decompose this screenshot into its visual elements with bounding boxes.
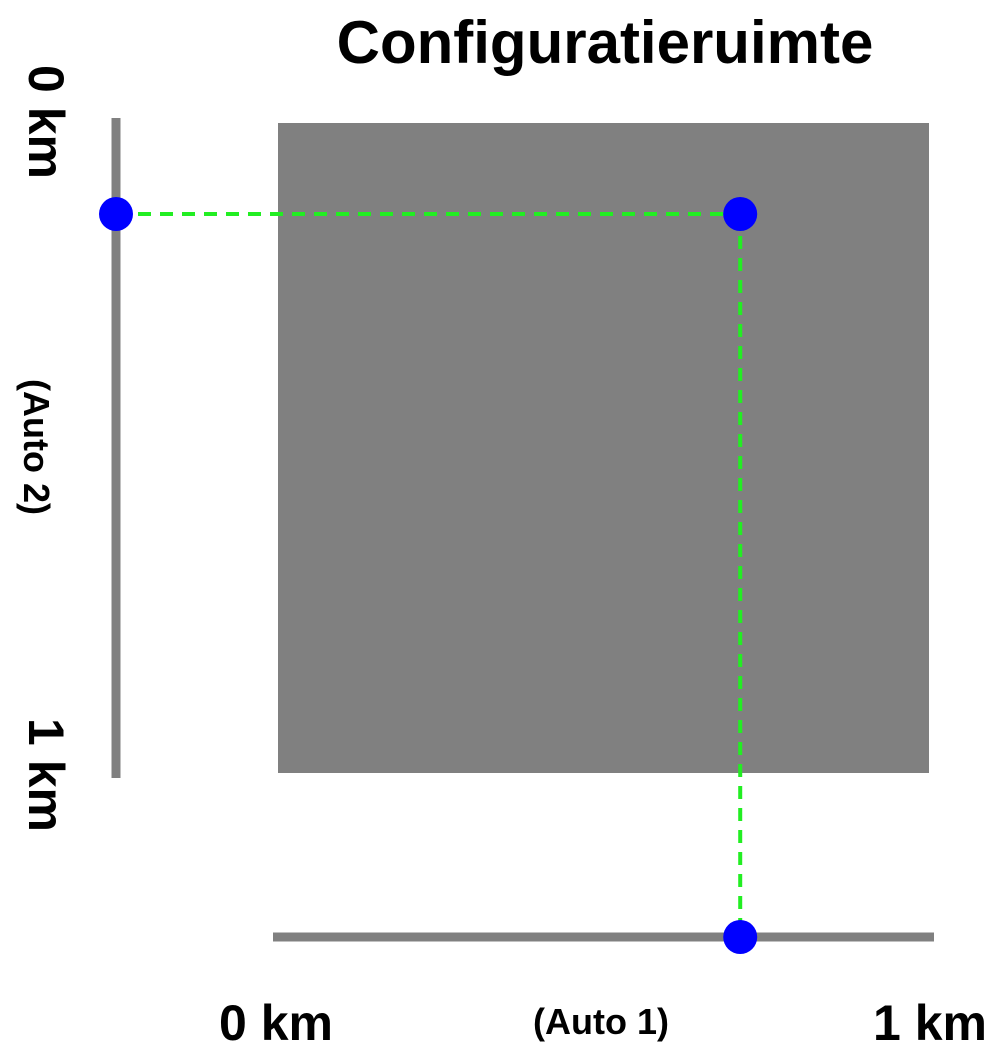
configuration-space-square <box>278 123 929 773</box>
auto1-axis-name: (Auto 1) <box>533 1001 669 1042</box>
auto1-axis-start-label: 0 km <box>219 995 333 1045</box>
auto1-position-point <box>723 920 758 954</box>
auto2-axis-end-label: 1 km <box>18 718 74 832</box>
configuration-point <box>723 197 758 231</box>
auto2-position-point <box>99 197 133 231</box>
auto2-axis-name: (Auto 2) <box>16 379 57 515</box>
diagram-title: Configuratieruimte <box>337 9 874 76</box>
auto2-axis-start-label: 0 km <box>18 65 74 179</box>
auto1-axis-end-label: 1 km <box>873 995 987 1045</box>
